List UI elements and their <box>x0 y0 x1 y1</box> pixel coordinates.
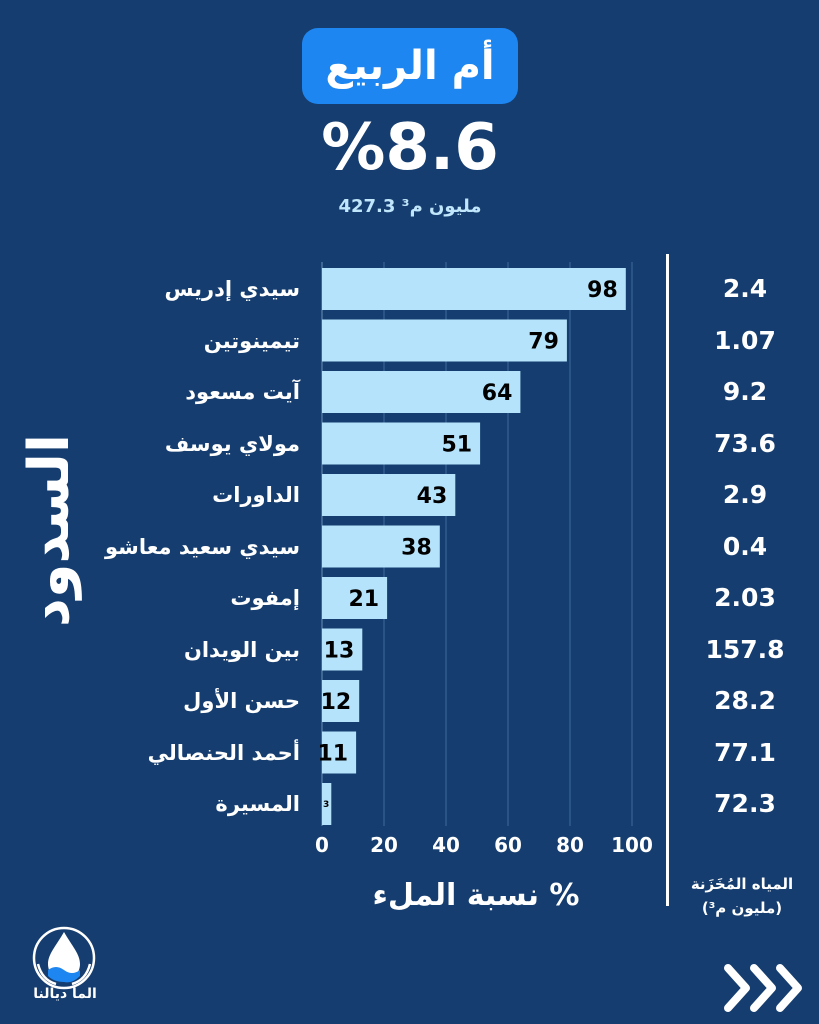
bar-value-label: 43 <box>417 484 448 509</box>
x-tick-label: 80 <box>556 833 584 857</box>
brand-name: الما ديالنا <box>33 986 97 1002</box>
overall-volume: 427.3 مليون م³ <box>338 196 482 217</box>
logo-wave-icon <box>48 967 80 983</box>
bar <box>322 783 332 825</box>
stored-water-caption: المياه المُخَزَنة (مليون م³) <box>672 872 812 920</box>
bar-value-label: 3 <box>323 800 329 810</box>
dam-name-label: أحمد الحنصالي <box>147 740 300 765</box>
bar <box>322 680 360 722</box>
bar <box>322 731 357 774</box>
bar-value-label: 51 <box>441 433 472 458</box>
bar-value-label: 12 <box>321 690 352 715</box>
bar <box>322 525 440 568</box>
bar-value-label: 13 <box>324 639 355 664</box>
x-tick-label: 40 <box>432 833 460 857</box>
x-tick-label: 0 <box>315 833 329 857</box>
stored-water-value: 77.1 <box>714 737 776 767</box>
stored-water-value: 72.3 <box>714 789 776 818</box>
stored-caption-line2: (مليون م³) <box>701 899 783 917</box>
title-badge: أم الربيع <box>302 28 518 104</box>
dam-name-label: بين الويدان <box>183 637 300 662</box>
x-tick-label: 60 <box>494 833 522 857</box>
x-tick-label: 100 <box>611 833 653 857</box>
next-arrows-icon[interactable] <box>724 962 808 1014</box>
stored-water-value: 9.2 <box>722 377 768 406</box>
dam-name-label: سيدي إدريس <box>164 277 300 301</box>
bar <box>322 422 481 465</box>
stored-water-value: 73.6 <box>714 428 776 458</box>
dam-name-label: الداورات <box>212 483 300 507</box>
bar-value-label: 64 <box>482 381 513 406</box>
bar <box>322 474 456 516</box>
bar <box>322 371 521 413</box>
bar <box>322 577 388 619</box>
dam-name-label: سيدي سعيد معاشو <box>105 534 300 559</box>
water-drop-logo <box>32 926 96 990</box>
column-divider <box>666 254 669 906</box>
dam-name-label: تيمينوتين <box>203 328 300 353</box>
logo-right-hand-icon <box>71 963 92 986</box>
stored-water-value: 157.8 <box>705 634 785 664</box>
basin-title: أم الربيع <box>325 43 495 89</box>
stored-water-value: 1.07 <box>714 325 776 355</box>
bar <box>322 268 626 310</box>
stored-water-value: 28.2 <box>714 686 776 715</box>
bar-value-label: 79 <box>528 330 559 355</box>
stored-water-value: 2.03 <box>714 583 776 612</box>
dam-name-label: مولاي يوسف <box>164 431 300 456</box>
stored-caption-line1: المياه المُخَزَنة <box>690 875 794 893</box>
logo-left-hand-icon <box>36 963 57 986</box>
dam-name-label: إمفوت <box>230 586 300 610</box>
bar-value-label: 21 <box>348 587 379 612</box>
bar <box>322 628 363 671</box>
bar <box>322 319 567 362</box>
stored-water-value: 2.4 <box>722 274 768 303</box>
x-axis-title: نسبة الملء % <box>372 878 580 913</box>
stored-water-value: 0.4 <box>722 531 768 561</box>
bar-value-label: 38 <box>401 536 432 561</box>
dam-name-label: المسيرة <box>215 792 300 816</box>
x-tick-label: 20 <box>370 833 398 857</box>
bar-value-label: 11 <box>317 742 348 767</box>
stored-water-value: 2.9 <box>722 480 768 509</box>
bar-value-label: 98 <box>587 278 618 303</box>
dam-name-label: آيت مسعود <box>185 380 300 404</box>
logo-ring-icon <box>32 926 96 990</box>
overall-fill-percent: %8.6 <box>321 111 499 185</box>
dam-name-label: حسن الأول <box>183 689 300 713</box>
